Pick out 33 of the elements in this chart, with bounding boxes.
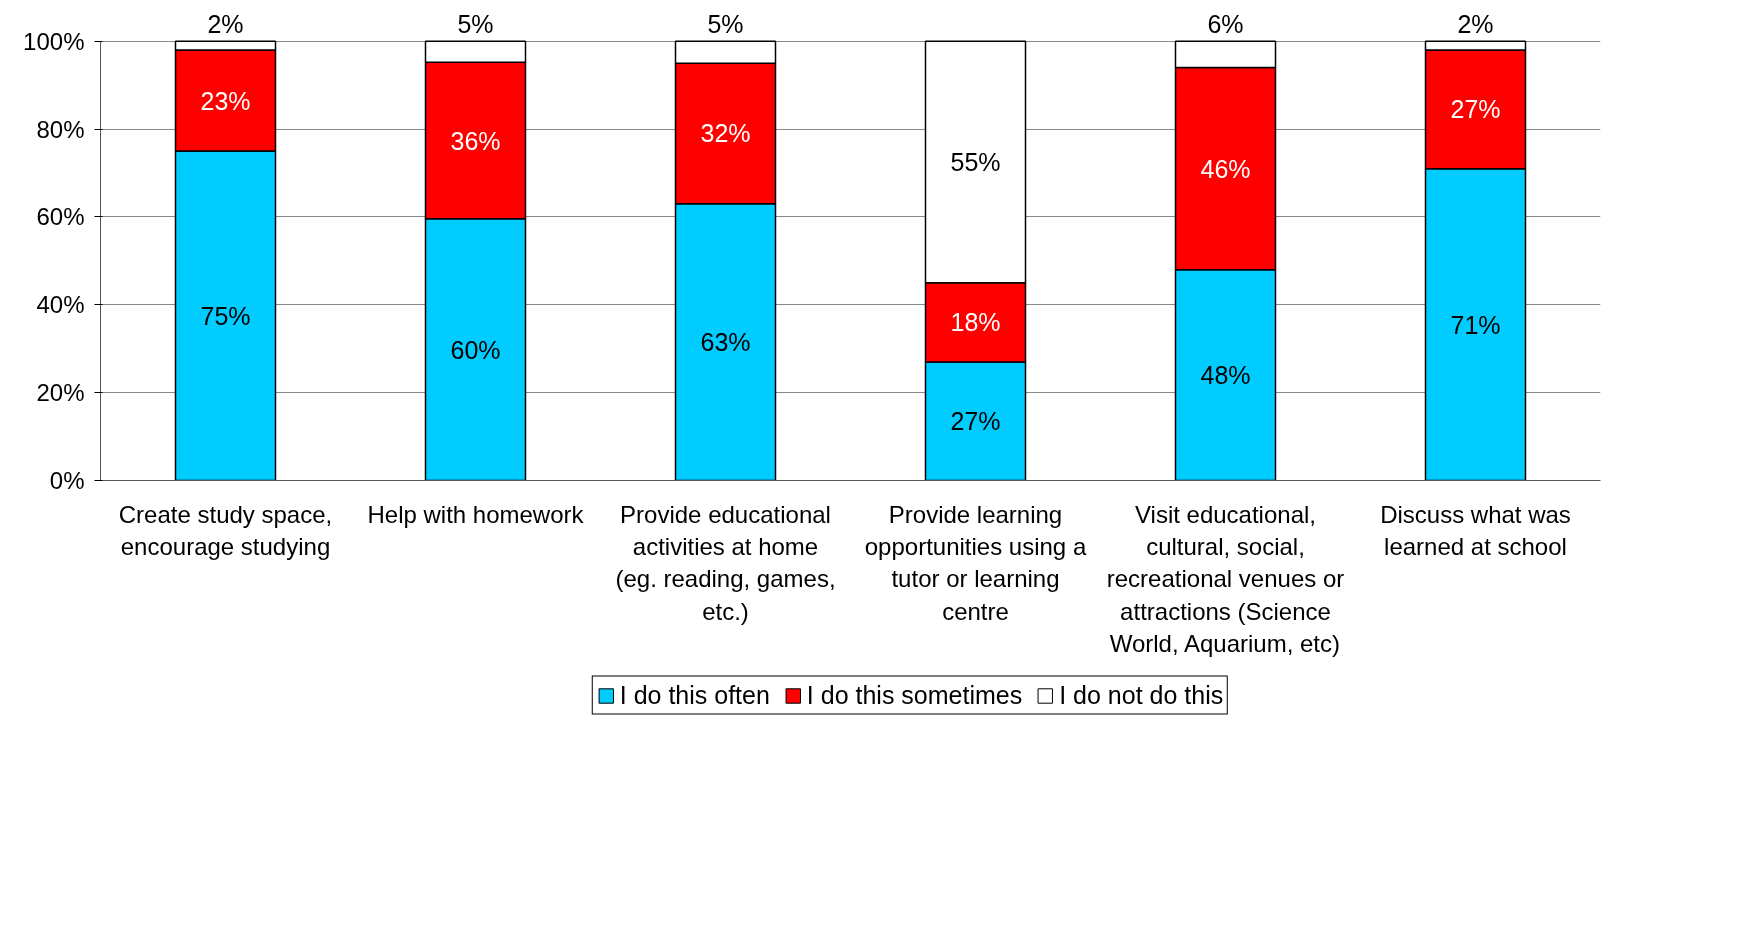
- data-label: 55%: [950, 148, 1001, 177]
- data-label: 6%: [1207, 10, 1244, 39]
- data-label: 46%: [1200, 154, 1251, 183]
- data-label: 71%: [1450, 310, 1501, 339]
- data-label: 2%: [207, 10, 244, 39]
- data-label: 36%: [450, 126, 501, 155]
- legend-label: I do not do this: [1059, 680, 1224, 710]
- data-label: 2%: [1457, 10, 1494, 39]
- data-label: 27%: [950, 407, 1001, 436]
- data-label: 18%: [950, 308, 1001, 337]
- data-label: 48%: [1200, 361, 1251, 390]
- y-tick-label: 40%: [36, 291, 85, 319]
- data-label: 23%: [200, 86, 251, 115]
- legend-label: I do this often: [619, 680, 770, 710]
- data-label: 60%: [450, 335, 501, 364]
- y-tick-label: 20%: [36, 379, 85, 407]
- data-label: 5%: [457, 10, 494, 39]
- y-tick-label: 0%: [49, 467, 85, 494]
- y-tick-label: 80%: [36, 115, 85, 143]
- y-tick-label: 100%: [23, 27, 85, 55]
- x-tick-label: Discuss what was learned at school: [1380, 500, 1571, 560]
- x-tick-label: Provide learning opportunities using a tutor or learning centre: [864, 500, 1087, 625]
- y-tick-label: 60%: [36, 203, 85, 231]
- data-label: 75%: [200, 301, 251, 330]
- data-label: 5%: [707, 10, 744, 39]
- data-label: 27%: [1450, 95, 1501, 124]
- x-tick-label: Provide educational activities at home (eg. reading, games, etc.): [615, 500, 836, 625]
- x-tick-label: Visit educational, cultural, social, recreational venues or attractions (Science World, Aquarium, etc): [1106, 500, 1345, 658]
- x-tick-label: Help with homework: [367, 500, 585, 528]
- x-tick-label: Create study space, encourage studying: [118, 500, 333, 560]
- legend-label: I do this sometimes: [806, 680, 1023, 710]
- data-label: 63%: [700, 328, 751, 357]
- data-label: 32%: [700, 119, 751, 148]
